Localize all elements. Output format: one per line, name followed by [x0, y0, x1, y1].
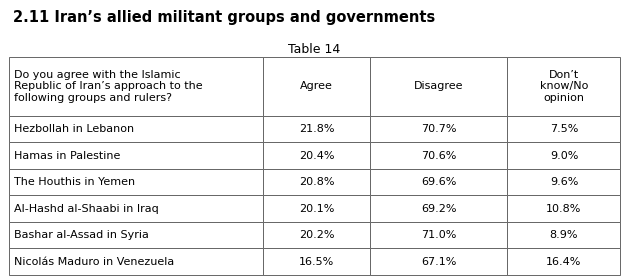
Text: 67.1%: 67.1% [421, 257, 457, 266]
Bar [370, 195, 507, 222]
Text: 7.5%: 7.5% [550, 124, 578, 134]
Bar [9, 57, 263, 116]
Bar [263, 116, 370, 142]
Bar [370, 169, 507, 195]
Bar [507, 169, 620, 195]
Bar [9, 222, 263, 248]
Text: 20.2%: 20.2% [299, 230, 334, 240]
Text: Al-Hashd al-Shaabi in Iraq: Al-Hashd al-Shaabi in Iraq [14, 204, 159, 213]
Text: 16.4%: 16.4% [546, 257, 582, 266]
Bar [263, 169, 370, 195]
Bar [263, 195, 370, 222]
Text: The Houthis in Yemen: The Houthis in Yemen [14, 177, 136, 187]
Text: Don’t
know/No
opinion: Don’t know/No opinion [539, 70, 588, 103]
Bar [9, 248, 263, 275]
Text: 10.8%: 10.8% [546, 204, 582, 213]
Text: Do you agree with the Islamic
Republic of Iran’s approach to the
following group: Do you agree with the Islamic Republic o… [14, 70, 203, 103]
Bar [370, 57, 507, 116]
Bar [263, 222, 370, 248]
Text: 9.0%: 9.0% [550, 151, 578, 160]
Text: 21.8%: 21.8% [299, 124, 334, 134]
Bar [370, 142, 507, 169]
Text: 20.8%: 20.8% [299, 177, 334, 187]
Text: 69.6%: 69.6% [421, 177, 457, 187]
Text: Disagree: Disagree [414, 81, 463, 92]
Text: 16.5%: 16.5% [299, 257, 334, 266]
Text: 9.6%: 9.6% [550, 177, 578, 187]
Bar [507, 57, 620, 116]
Text: Hezbollah in Lebanon: Hezbollah in Lebanon [14, 124, 134, 134]
Bar [370, 248, 507, 275]
Text: Bashar al-Assad in Syria: Bashar al-Assad in Syria [14, 230, 149, 240]
Bar [9, 195, 263, 222]
Text: 69.2%: 69.2% [421, 204, 457, 213]
Bar [370, 222, 507, 248]
Bar [507, 248, 620, 275]
Text: 70.6%: 70.6% [421, 151, 457, 160]
Bar [263, 142, 370, 169]
Bar [507, 116, 620, 142]
Text: 8.9%: 8.9% [550, 230, 578, 240]
Text: Nicolás Maduro in Venezuela: Nicolás Maduro in Venezuela [14, 257, 175, 266]
Text: 70.7%: 70.7% [421, 124, 457, 134]
Bar [9, 116, 263, 142]
Bar [370, 116, 507, 142]
Bar [9, 169, 263, 195]
Bar [263, 57, 370, 116]
Bar [507, 222, 620, 248]
Bar [9, 142, 263, 169]
Text: Table 14: Table 14 [288, 43, 340, 56]
Text: 71.0%: 71.0% [421, 230, 457, 240]
Bar [507, 142, 620, 169]
Text: 20.1%: 20.1% [299, 204, 334, 213]
Text: Hamas in Palestine: Hamas in Palestine [14, 151, 121, 160]
Bar [507, 195, 620, 222]
Text: Agree: Agree [300, 81, 333, 92]
Text: 20.4%: 20.4% [299, 151, 334, 160]
Text: 2.11 Iran’s allied militant groups and governments: 2.11 Iran’s allied militant groups and g… [13, 10, 435, 25]
Bar [263, 248, 370, 275]
